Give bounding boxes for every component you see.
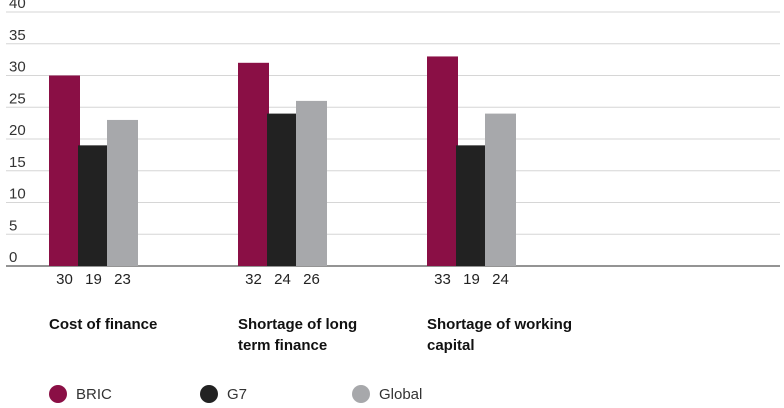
legend-item-bric: BRIC xyxy=(49,385,112,403)
legend-label-bric: BRIC xyxy=(76,385,112,403)
bar-value-label: 26 xyxy=(303,271,320,288)
category-label-line: Shortage of long xyxy=(238,316,358,333)
category-label-cost-of-finance: Cost of finance xyxy=(49,314,199,335)
legend-label-global: Global xyxy=(379,385,423,403)
category-label-line: term finance xyxy=(238,337,328,354)
bar xyxy=(49,75,80,266)
bar-value-label: 23 xyxy=(114,271,131,288)
legend-label-g7: G7 xyxy=(227,385,248,403)
bar xyxy=(485,113,516,266)
bar-value-label: 24 xyxy=(492,271,509,288)
bar xyxy=(427,56,458,267)
legend-swatch-bric xyxy=(49,385,67,403)
legend-swatch-global xyxy=(352,385,370,403)
y-tick-label: 25 xyxy=(9,90,26,107)
bar xyxy=(296,100,327,267)
y-tick-label: 20 xyxy=(9,122,26,139)
y-tick-label: 40 xyxy=(9,0,26,12)
category-label-line: Shortage of working xyxy=(427,316,573,333)
y-tick-label: 0 xyxy=(9,249,17,266)
legend-item-g7: G7 xyxy=(200,385,247,403)
bar xyxy=(238,62,269,266)
category-label-shortage-long-term-finance: Shortage of long term finance xyxy=(238,314,388,356)
bar-value-label: 30 xyxy=(56,271,73,288)
bar-value-label: 24 xyxy=(274,271,291,288)
legend-swatch-g7 xyxy=(200,385,218,403)
y-tick-label: 15 xyxy=(9,154,26,171)
legend-item-global: Global xyxy=(352,385,422,403)
category-label-line: capital xyxy=(427,337,475,354)
y-tick-label: 10 xyxy=(9,186,26,203)
bar xyxy=(267,113,298,266)
y-tick-label: 5 xyxy=(9,217,17,234)
bar xyxy=(78,145,109,266)
bar-chart: 0 5 10 15 20 25 30 35 40 30 19 23 32 24 26 33 19 24 xyxy=(6,0,780,288)
bar-value-label: 19 xyxy=(85,271,102,288)
bar-value-label: 32 xyxy=(245,271,262,288)
bar-value-label: 19 xyxy=(463,271,480,288)
y-tick-label: 35 xyxy=(9,27,26,44)
category-label-line: Cost of finance xyxy=(49,316,158,333)
category-label-shortage-working-capital: Shortage of working capital xyxy=(427,314,577,356)
y-tick-label: 30 xyxy=(9,59,26,76)
bar xyxy=(107,119,138,266)
bar xyxy=(456,145,487,266)
bar-value-label: 33 xyxy=(434,271,451,288)
